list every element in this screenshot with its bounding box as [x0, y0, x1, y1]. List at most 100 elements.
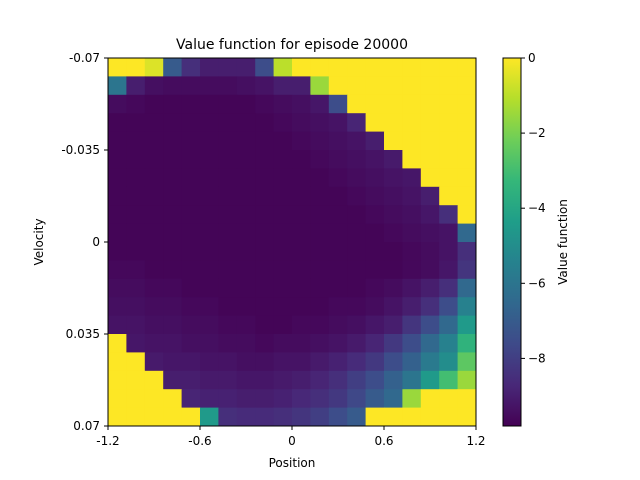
- heatmap-cell: [292, 408, 311, 427]
- heatmap-cell: [274, 113, 293, 132]
- heatmap-cell: [421, 242, 440, 261]
- heatmap-cell: [145, 334, 164, 353]
- heatmap-cell: [145, 113, 164, 132]
- heatmap-cell: [145, 408, 164, 427]
- heatmap-cell: [255, 260, 274, 279]
- heatmap-cell: [237, 205, 256, 224]
- heatmap-cell: [274, 187, 293, 206]
- heatmap-cell: [274, 334, 293, 353]
- heatmap-cell: [384, 205, 403, 224]
- heatmap-cell: [384, 297, 403, 316]
- heatmap-cell: [347, 168, 366, 187]
- heatmap-cell: [310, 76, 329, 95]
- heatmap-cell: [237, 113, 256, 132]
- heatmap-cell: [145, 150, 164, 169]
- heatmap-cell: [108, 279, 127, 298]
- heatmap-cell: [329, 279, 348, 298]
- colorbar: [503, 58, 521, 426]
- heatmap-cell: [366, 205, 385, 224]
- heatmap-cell: [182, 168, 201, 187]
- heatmap-cell: [292, 187, 311, 206]
- heatmap-cell: [329, 168, 348, 187]
- heatmap-cell: [200, 224, 219, 243]
- heatmap-cell: [108, 150, 127, 169]
- heatmap-cell: [421, 371, 440, 390]
- heatmap-cell: [163, 224, 182, 243]
- heatmap-cell: [329, 408, 348, 427]
- heatmap-cell: [329, 371, 348, 390]
- heatmap-cell: [108, 224, 127, 243]
- heatmap-cell: [182, 224, 201, 243]
- heatmap-cell: [347, 58, 366, 77]
- heatmap-cell: [237, 150, 256, 169]
- heatmap-cell: [421, 187, 440, 206]
- heatmap-cell: [439, 168, 458, 187]
- y-tick-label: 0.035: [66, 327, 100, 341]
- heatmap-cell: [347, 205, 366, 224]
- heatmap-cell: [218, 408, 237, 427]
- heatmap-cell: [439, 95, 458, 114]
- heatmap-cell: [126, 168, 145, 187]
- heatmap-cell: [163, 334, 182, 353]
- heatmap-cell: [108, 352, 127, 371]
- heatmap-cell: [384, 334, 403, 353]
- heatmap-cell: [384, 389, 403, 408]
- heatmap-cell: [163, 187, 182, 206]
- heatmap-cell: [310, 408, 329, 427]
- heatmap-cell: [182, 150, 201, 169]
- heatmap-cell: [329, 260, 348, 279]
- heatmap-cell: [421, 205, 440, 224]
- heatmap-cell: [255, 187, 274, 206]
- heatmap-cell: [108, 58, 127, 77]
- heatmap-cell: [458, 334, 477, 353]
- heatmap-cell: [218, 260, 237, 279]
- heatmap-cell: [402, 113, 421, 132]
- heatmap-cell: [237, 242, 256, 261]
- heatmap-cell: [126, 260, 145, 279]
- heatmap-cell: [402, 95, 421, 114]
- heatmap-cell: [218, 224, 237, 243]
- heatmap-cell: [163, 316, 182, 335]
- heatmap-cell: [292, 76, 311, 95]
- heatmap-cell: [218, 95, 237, 114]
- heatmap-cell: [421, 316, 440, 335]
- heatmap-cell: [200, 113, 219, 132]
- heatmap-cell: [218, 316, 237, 335]
- heatmap-cell: [108, 334, 127, 353]
- heatmap-cell: [347, 95, 366, 114]
- x-tick-label: -0.6: [188, 434, 211, 448]
- heatmap-cell: [347, 279, 366, 298]
- heatmap-cell: [237, 352, 256, 371]
- heatmap-cell: [347, 316, 366, 335]
- heatmap-cell: [384, 113, 403, 132]
- heatmap-cell: [458, 352, 477, 371]
- heatmap-cell: [329, 95, 348, 114]
- heatmap-cell: [182, 371, 201, 390]
- heatmap-cell: [292, 205, 311, 224]
- heatmap-cell: [366, 260, 385, 279]
- heatmap-cell: [145, 224, 164, 243]
- heatmap-cell: [439, 371, 458, 390]
- heatmap-cell: [182, 389, 201, 408]
- heatmap-cell: [255, 352, 274, 371]
- heatmap-cell: [292, 279, 311, 298]
- heatmap-cell: [458, 297, 477, 316]
- heatmap-cell: [310, 187, 329, 206]
- heatmap-cell: [439, 242, 458, 261]
- heatmap-cell: [126, 132, 145, 151]
- heatmap-cell: [421, 408, 440, 427]
- heatmap-cell: [182, 334, 201, 353]
- heatmap-cell: [255, 113, 274, 132]
- heatmap-cell: [108, 260, 127, 279]
- heatmap-cell: [439, 352, 458, 371]
- x-tick-label: 0.6: [374, 434, 393, 448]
- y-axis-label: Velocity: [32, 218, 46, 265]
- heatmap-cell: [384, 352, 403, 371]
- heatmap-cell: [126, 389, 145, 408]
- heatmap-cell: [402, 316, 421, 335]
- heatmap-cell: [255, 76, 274, 95]
- heatmap-cell: [329, 76, 348, 95]
- heatmap-cell: [163, 76, 182, 95]
- heatmap-cell: [366, 352, 385, 371]
- heatmap-cell: [310, 95, 329, 114]
